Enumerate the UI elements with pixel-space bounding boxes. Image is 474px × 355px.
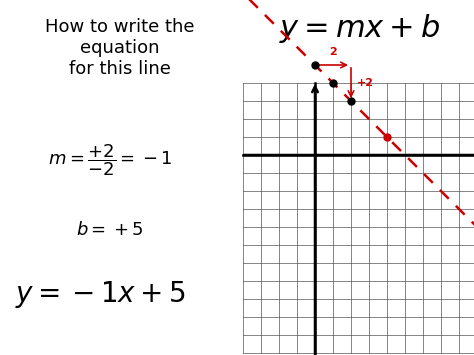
Text: $b = +5$: $b = +5$ [76,221,144,239]
Text: $m = \dfrac{+2}{-2} = -1$: $m = \dfrac{+2}{-2} = -1$ [48,142,172,178]
Text: How to write the
equation
for this line: How to write the equation for this line [45,18,195,78]
Text: $y = mx + b$: $y = mx + b$ [279,12,441,45]
Text: $y = -1x + 5$: $y = -1x + 5$ [15,279,185,311]
Text: +2: +2 [357,78,374,88]
Text: 2: 2 [329,47,337,57]
